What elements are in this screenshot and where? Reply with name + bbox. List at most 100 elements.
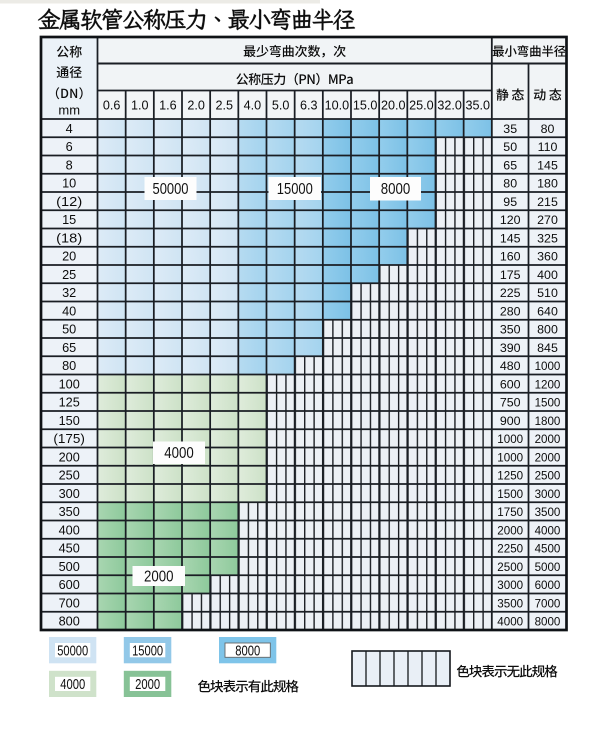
svg-text:8000: 8000 [535,615,561,629]
svg-text:(18): (18) [56,231,82,245]
svg-text:32: 32 [62,286,76,300]
svg-text:20.0: 20.0 [381,99,406,113]
svg-text:2000: 2000 [135,677,160,693]
svg-text:280: 280 [500,304,521,318]
svg-text:1.6: 1.6 [159,99,177,113]
svg-text:4000: 4000 [497,615,523,629]
svg-text:0.6: 0.6 [103,99,121,113]
svg-text:750: 750 [500,396,521,410]
svg-text:25: 25 [62,268,76,282]
svg-text:145: 145 [500,231,521,245]
svg-text:270: 270 [537,213,558,227]
svg-text:5.0: 5.0 [272,99,290,113]
svg-text:1000: 1000 [497,450,523,464]
svg-text:15000: 15000 [132,643,163,659]
svg-text:3500: 3500 [497,596,523,610]
svg-text:360: 360 [537,250,558,264]
svg-text:180: 180 [537,177,558,191]
svg-text:65: 65 [62,341,76,355]
svg-text:(12): (12) [56,195,82,209]
svg-text:1750: 1750 [497,505,523,519]
svg-text:35: 35 [503,122,517,136]
svg-text:510: 510 [537,286,558,300]
svg-text:10: 10 [62,177,76,191]
svg-text:500: 500 [59,560,80,574]
svg-text:1200: 1200 [535,377,561,391]
svg-text:120: 120 [500,213,521,227]
svg-text:145: 145 [537,158,558,172]
svg-text:2500: 2500 [497,560,523,574]
svg-text:3000: 3000 [497,578,523,592]
svg-text:7000: 7000 [535,596,561,610]
svg-text:6.3: 6.3 [300,99,318,113]
svg-text:80: 80 [541,122,555,136]
svg-text:10.0: 10.0 [325,99,350,113]
svg-text:80: 80 [62,359,76,373]
svg-text:4000: 4000 [535,523,561,537]
svg-text:1800: 1800 [535,414,561,428]
svg-text:2000: 2000 [535,450,561,464]
svg-text:225: 225 [500,286,521,300]
svg-text:900: 900 [500,414,521,428]
svg-text:8000: 8000 [381,181,411,198]
svg-text:300: 300 [59,487,80,501]
svg-text:25.0: 25.0 [409,99,434,113]
svg-text:4000: 4000 [60,677,85,693]
svg-text:1.0: 1.0 [131,99,149,113]
svg-text:20: 20 [62,250,76,264]
svg-text:3500: 3500 [535,505,561,519]
svg-text:2000: 2000 [144,568,174,585]
svg-text:160: 160 [500,250,521,264]
svg-text:325: 325 [537,231,558,245]
svg-text:35.0: 35.0 [465,99,490,113]
svg-text:2250: 2250 [497,542,523,556]
svg-text:400: 400 [537,268,558,282]
svg-text:1000: 1000 [497,432,523,446]
svg-text:50000: 50000 [57,643,88,659]
svg-text:15: 15 [62,213,76,227]
svg-text:8: 8 [66,158,73,172]
svg-text:845: 845 [537,341,558,355]
svg-text:450: 450 [59,542,80,556]
svg-text:600: 600 [59,578,80,592]
svg-text:1500: 1500 [497,487,523,501]
svg-text:mm: mm [58,102,80,117]
svg-text:125: 125 [59,396,80,410]
svg-text:700: 700 [59,596,80,610]
svg-text:50000: 50000 [153,181,189,198]
svg-text:4000: 4000 [164,445,194,462]
svg-text:1250: 1250 [497,469,523,483]
svg-text:4.0: 4.0 [244,99,262,113]
svg-text:3000: 3000 [535,487,561,501]
svg-text:175: 175 [500,268,521,282]
svg-text:200: 200 [59,450,80,464]
svg-text:15000: 15000 [277,181,313,198]
svg-text:480: 480 [500,359,521,373]
svg-text:15.0: 15.0 [353,99,378,113]
svg-text:800: 800 [59,615,80,629]
svg-text:1000: 1000 [535,359,561,373]
svg-text:390: 390 [500,341,521,355]
svg-text:50: 50 [503,140,517,154]
svg-text:5000: 5000 [535,560,561,574]
svg-text:600: 600 [500,377,521,391]
svg-text:250: 250 [59,469,80,483]
svg-text:2.5: 2.5 [215,99,233,113]
svg-text:8000: 8000 [235,643,260,659]
svg-text:40: 40 [62,304,76,318]
svg-text:6: 6 [66,140,73,154]
svg-text:800: 800 [537,323,558,337]
svg-text:(175): (175) [53,432,85,446]
svg-text:215: 215 [537,195,558,209]
svg-text:4: 4 [66,122,73,136]
svg-text:6000: 6000 [535,578,561,592]
svg-text:110: 110 [538,140,558,154]
svg-text:150: 150 [59,414,80,428]
svg-text:50: 50 [62,323,76,337]
svg-text:2000: 2000 [497,523,523,537]
svg-text:400: 400 [59,523,80,537]
svg-text:2.0: 2.0 [187,99,205,113]
svg-text:80: 80 [503,177,517,191]
svg-text:32.0: 32.0 [437,99,462,113]
svg-text:640: 640 [537,304,558,318]
